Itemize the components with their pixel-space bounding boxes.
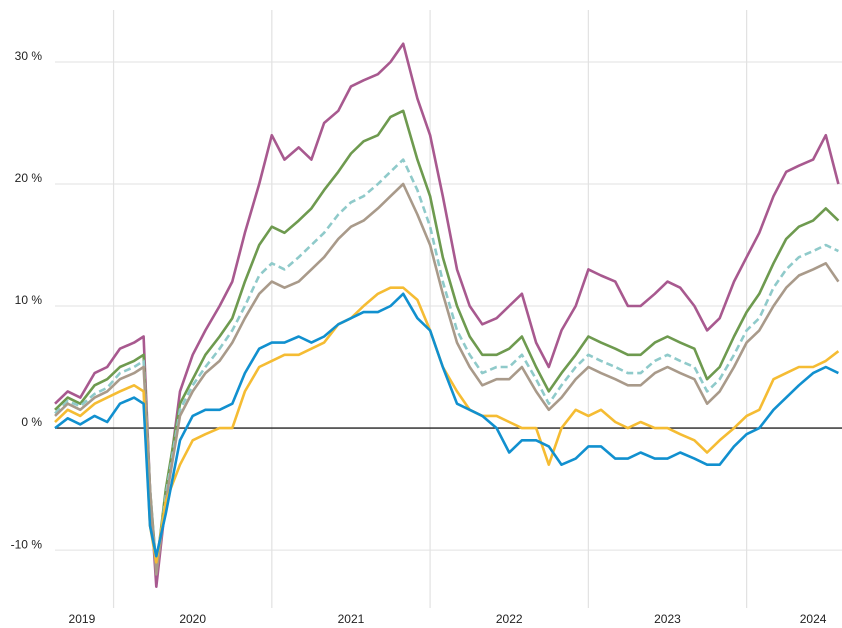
x-tick-label: 2020 <box>179 612 206 626</box>
series-line <box>54 292 839 558</box>
y-tick-label: 30 % <box>15 49 43 63</box>
y-tick-label: -10 % <box>11 537 43 551</box>
x-tick-label: 2024 <box>800 612 827 626</box>
series-line <box>54 286 840 564</box>
x-tick-label: 2023 <box>654 612 681 626</box>
series-line <box>54 182 840 576</box>
series-line <box>54 109 840 570</box>
x-tick-label: 2022 <box>496 612 523 626</box>
y-tick-label: 0 % <box>21 415 42 429</box>
y-tick-label: 10 % <box>15 293 43 307</box>
series-line <box>54 158 839 570</box>
x-tick-label: 2019 <box>69 612 96 626</box>
x-tick-label: 2021 <box>338 612 365 626</box>
series-line <box>54 42 840 588</box>
y-tick-label: 20 % <box>15 171 43 185</box>
